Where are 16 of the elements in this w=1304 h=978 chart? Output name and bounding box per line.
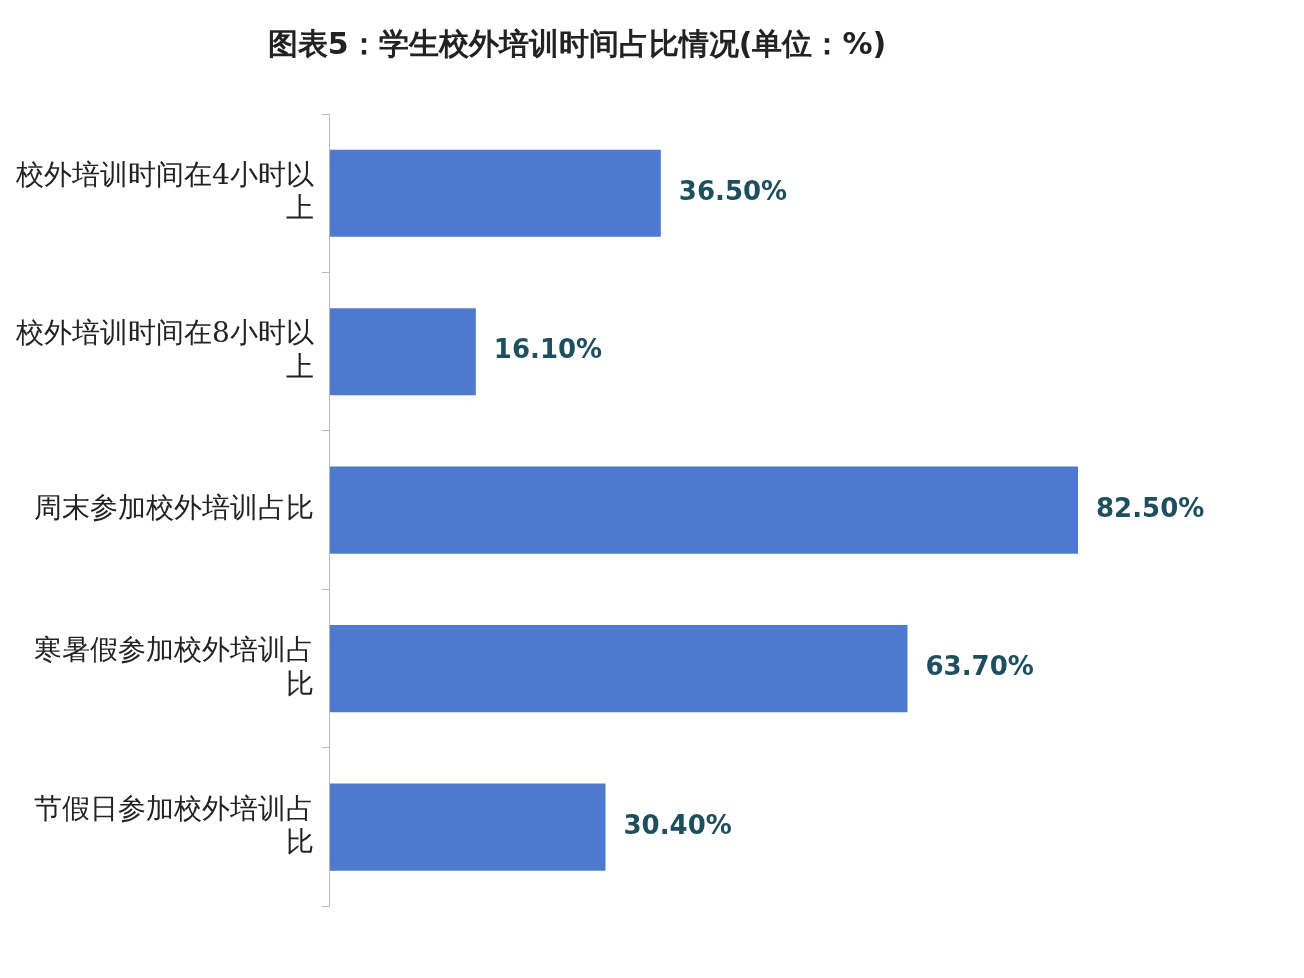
data-label: 63.70% bbox=[925, 651, 1034, 682]
data-label: 82.50% bbox=[1095, 492, 1205, 523]
bar bbox=[329, 625, 908, 713]
bar bbox=[329, 308, 476, 396]
y-tick-label: 周末参加校外培训占比 bbox=[33, 491, 314, 525]
y-tick-label: 校外培训时间在4小时以上 bbox=[14, 157, 314, 225]
bar bbox=[329, 466, 1078, 554]
bar bbox=[329, 149, 661, 237]
y-tick-label: 寒暑假参加校外培训占比 bbox=[33, 633, 314, 700]
bar bbox=[329, 783, 606, 871]
y-tick-label: 校外培训时间在8小时以上 bbox=[14, 316, 314, 383]
data-label: 30.40% bbox=[623, 809, 732, 840]
data-label: 16.10% bbox=[493, 334, 603, 365]
chart-title: 图表5：学生校外培训时间占比情况(单位：%) bbox=[267, 25, 887, 61]
y-tick-label: 节假日参加校外培训占比 bbox=[33, 791, 314, 859]
data-label: 36.50% bbox=[678, 175, 788, 206]
